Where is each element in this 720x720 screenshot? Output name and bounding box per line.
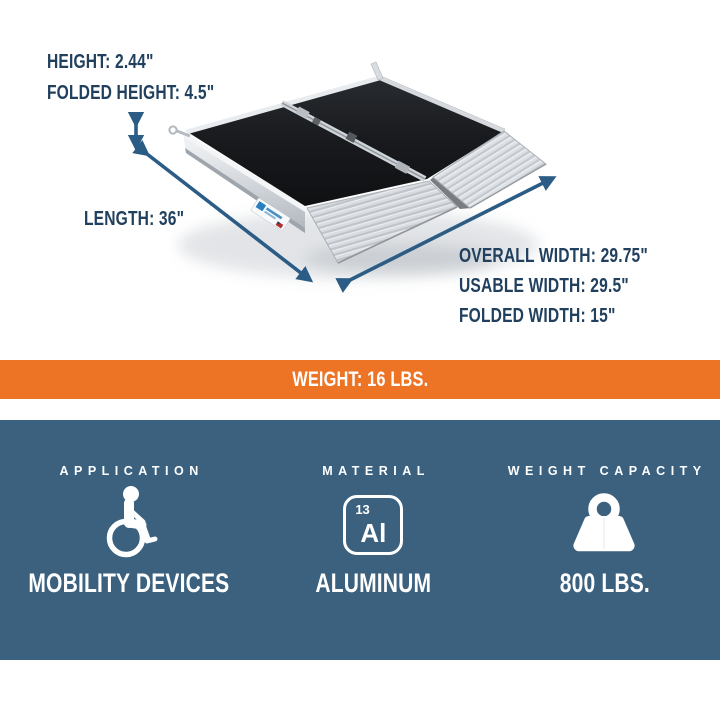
element-number: 13	[355, 502, 370, 517]
width-arrow	[335, 176, 557, 293]
ramp-latch-handle	[168, 61, 384, 138]
element-symbol: Al	[360, 518, 387, 548]
width-labels: OVERALL WIDTH: 29.75" USABLE WIDTH: 29.5…	[459, 241, 701, 331]
overall-width-label: OVERALL WIDTH: 29.75"	[459, 245, 648, 267]
length-label: LENGTH: 36"	[84, 208, 185, 230]
aluminum-element-tile-icon: 13 Al	[343, 495, 404, 555]
weight-capacity-icon-box	[556, 482, 652, 568]
length-arrow	[132, 139, 314, 283]
application-value: MOBILITY DEVICES	[28, 568, 230, 598]
ramp-hinge	[280, 100, 427, 182]
ramp-product-image	[127, 61, 557, 293]
application-icon-box	[98, 482, 160, 568]
usable-width-label: USABLE WIDTH: 29.5"	[459, 275, 629, 297]
material-icon-box: 13 Al	[343, 482, 404, 568]
weight-capacity-value: 800 LBS.	[559, 568, 650, 598]
material-heading: MATERIAL	[322, 464, 430, 478]
application-heading: APPLICATION	[59, 464, 204, 478]
weight-banner-text: WEIGHT: 16 LBS.	[291, 367, 429, 391]
spec-column-weight-capacity: WEIGHT CAPACITY 800 LBS.	[489, 420, 720, 660]
height-label: HEIGHT: 2.44"	[47, 51, 154, 73]
wheelchair-icon	[106, 486, 158, 558]
weight-icon	[573, 493, 636, 552]
folded-width-label: FOLDED WIDTH: 15"	[459, 305, 616, 327]
material-value: ALUMINUM	[315, 568, 432, 598]
spec-column-material: MATERIAL 13 Al ALUMINUM	[258, 420, 489, 660]
spec-panel: APPLICATION MOBILITY DEVICES MATERIAL	[0, 420, 720, 660]
folded-height-label: FOLDED HEIGHT: 4.5"	[47, 82, 215, 104]
length-labels: LENGTH: 36"	[84, 204, 212, 235]
height-labels: HEIGHT: 2.44" FOLDED HEIGHT: 4.5"	[47, 47, 261, 109]
weight-capacity-heading: WEIGHT CAPACITY	[507, 464, 707, 478]
weight-banner: WEIGHT: 16 LBS.	[0, 360, 720, 399]
dimension-diagram-section: HEIGHT: 2.44" FOLDED HEIGHT: 4.5" LENGTH…	[47, 47, 701, 331]
dimension-arrows	[127, 111, 557, 293]
spec-column-application: APPLICATION MOBILITY DEVICES	[0, 420, 258, 660]
